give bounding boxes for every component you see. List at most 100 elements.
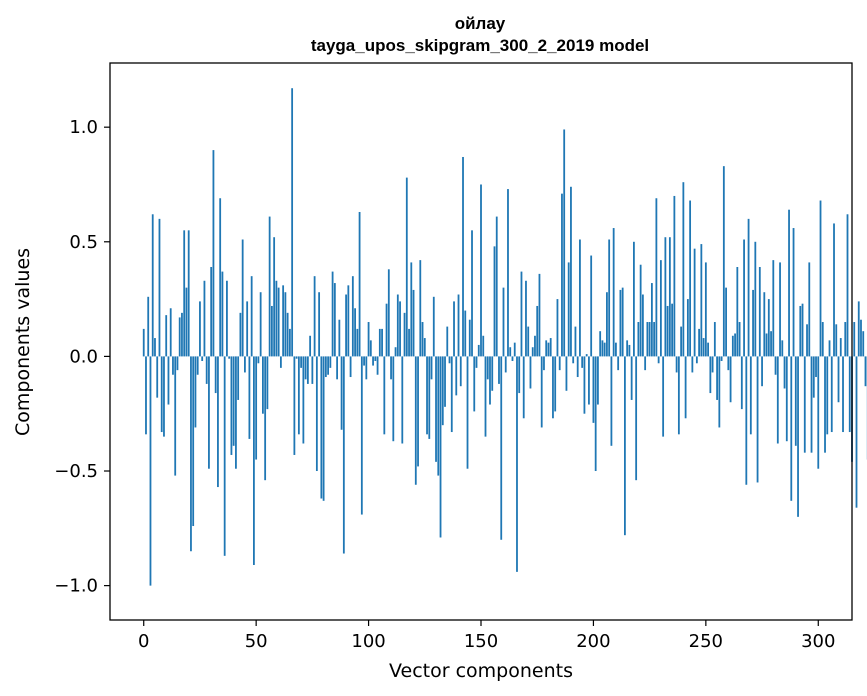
bar-83: [329, 356, 332, 368]
bar-155: [491, 356, 494, 391]
bar-245: [693, 248, 696, 357]
bar-194: [579, 239, 581, 357]
y-tick-label-4: 1.0: [69, 117, 98, 138]
bar-81: [324, 356, 327, 378]
bar-112: [394, 347, 397, 357]
bar-126: [426, 356, 428, 435]
bar-270: [749, 356, 752, 435]
bar-136: [448, 356, 451, 364]
bar-178: [543, 356, 545, 371]
bar-12: [169, 308, 172, 357]
bar-244: [691, 356, 694, 373]
bar-175: [536, 305, 539, 357]
bar-63: [284, 292, 287, 357]
bar-283: [779, 262, 781, 357]
bar-206: [606, 292, 608, 357]
bar-293: [801, 303, 804, 357]
bar-213: [621, 287, 624, 357]
bar-190: [570, 186, 572, 357]
bar-172: [529, 356, 532, 389]
bar-72: [304, 356, 307, 380]
bar-95: [356, 328, 359, 357]
bar-10: [165, 315, 168, 357]
bar-141: [459, 356, 462, 387]
bar-110: [390, 356, 392, 380]
bar-105: [378, 328, 381, 357]
bar-224: [646, 322, 649, 357]
bar-302: [821, 322, 824, 357]
bar-114: [399, 301, 401, 357]
bar-250: [704, 262, 707, 357]
bar-198: [588, 356, 590, 405]
bar-185: [558, 356, 561, 371]
y-tick-label-2: 0.0: [69, 346, 98, 367]
bar-199: [590, 255, 593, 357]
bar-127: [428, 356, 431, 439]
bar-0: [142, 328, 145, 357]
bar-303: [824, 356, 826, 453]
bar-26: [201, 356, 204, 361]
bar-295: [806, 324, 808, 357]
bar-226: [650, 283, 653, 357]
bar-312: [844, 322, 847, 357]
bar-257: [720, 356, 723, 361]
bar-88: [340, 356, 343, 430]
bar-121: [414, 356, 417, 485]
bar-49: [253, 356, 255, 565]
bar-316: [853, 322, 856, 357]
bar-181: [549, 338, 552, 357]
bar-68: [295, 356, 298, 359]
bar-62: [282, 285, 285, 357]
bar-148: [475, 356, 478, 368]
bar-66: [291, 88, 294, 357]
bar-252: [709, 356, 712, 394]
bar-192: [574, 326, 577, 357]
bar-187: [563, 129, 566, 357]
bar-249: [702, 338, 705, 357]
bar-208: [610, 356, 613, 446]
bar-18: [183, 230, 186, 357]
bar-29: [208, 356, 210, 469]
bar-280: [772, 260, 775, 357]
x-tick-label-3: 150: [464, 631, 498, 652]
bar-55: [266, 356, 269, 410]
bar-97: [360, 356, 363, 515]
plot-area-frame: [109, 62, 853, 621]
bar-297: [810, 356, 813, 453]
bar-13: [172, 356, 174, 375]
bar-77: [315, 356, 318, 472]
x-tick-label-1: 50: [245, 631, 268, 652]
bar-27: [203, 280, 206, 357]
bar-17: [181, 312, 183, 357]
bar-307: [833, 223, 835, 357]
bar-34: [219, 198, 222, 357]
bar-64: [286, 312, 289, 357]
bar-142: [462, 156, 464, 357]
bar-85: [333, 283, 336, 357]
bar-273: [756, 356, 759, 483]
bar-111: [392, 356, 395, 442]
chart-title-line2: tayga_upos_skipgram_300_2_2019 model: [311, 36, 649, 55]
bar-203: [599, 331, 602, 357]
bar-268: [745, 356, 748, 485]
bar-313: [846, 214, 849, 357]
bar-251: [707, 342, 709, 357]
x-axis-ticks: 0 50 100 150 200 250 300: [138, 620, 835, 652]
bar-300: [817, 356, 820, 469]
bar-234: [668, 237, 671, 357]
x-tick-label-2: 100: [351, 631, 385, 652]
bar-101: [369, 340, 372, 357]
bar-212: [619, 289, 622, 357]
bar-100: [367, 322, 370, 357]
bar-217: [630, 356, 633, 400]
bar-46: [246, 301, 249, 357]
bar-23: [194, 356, 197, 428]
bar-52: [259, 292, 262, 357]
bar-183: [554, 356, 557, 412]
bar-319: [860, 319, 862, 357]
bar-139: [455, 356, 458, 396]
bar-51: [257, 356, 260, 364]
bar-21: [190, 356, 192, 552]
bar-65: [288, 328, 291, 357]
bar-7: [158, 218, 161, 357]
